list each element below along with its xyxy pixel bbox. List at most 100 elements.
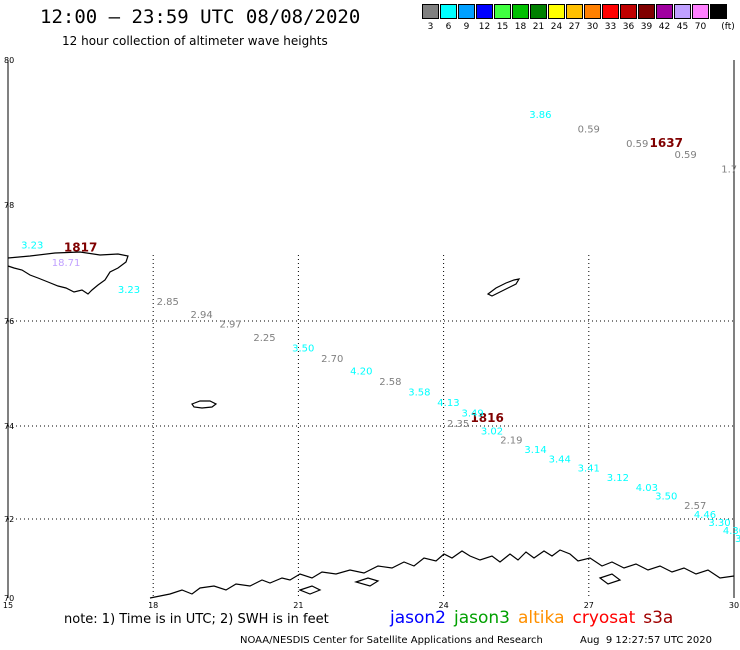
wave-height-value: 1.7 xyxy=(721,164,737,175)
satellite-cryosat: cryosat xyxy=(572,608,636,628)
scale-swatch xyxy=(620,4,637,19)
longitude-label: 24 xyxy=(439,601,449,610)
longitude-label: 21 xyxy=(293,601,303,610)
scale-swatch xyxy=(440,4,457,19)
scale-label: 21 xyxy=(532,22,545,32)
pass-time-label: 1637 xyxy=(650,136,683,150)
wave-height-value: 0.59 xyxy=(626,139,648,150)
map-subtitle: 12 hour collection of altimeter wave hei… xyxy=(62,34,328,48)
svalbard-coast xyxy=(7,251,129,295)
wave-height-value: 3.50 xyxy=(655,491,677,502)
scale-swatch xyxy=(512,4,529,19)
wave-height-value: 0.59 xyxy=(674,150,696,161)
wave-height-value: 2.85 xyxy=(157,297,179,308)
wave-height-value: 2.35 xyxy=(447,419,469,430)
bear-island-coast xyxy=(191,400,218,409)
wave-height-value: 2.70 xyxy=(321,354,343,365)
wave-height-value: 4.46 xyxy=(694,510,716,521)
wave-height-value: 4.30 xyxy=(723,526,740,537)
scale-swatch xyxy=(710,4,727,19)
longitude-label: 27 xyxy=(584,601,594,610)
wave-height-value: 3.12 xyxy=(607,473,629,484)
wave-height-value: 3.86 xyxy=(529,110,551,121)
map-title: 12:00 — 23:59 UTC 08/08/2020 xyxy=(40,6,361,28)
longitude-axis: 15 18 21 24 27 30 xyxy=(3,601,739,610)
wave-height-value: 2.94 xyxy=(190,310,212,321)
latitude-label: 72 xyxy=(4,515,14,524)
wave-height-value: 3.50 xyxy=(292,343,314,354)
hopen-island-coast xyxy=(486,278,521,297)
wave-height-value: 2.97 xyxy=(220,319,242,330)
norway-islands-3 xyxy=(598,573,622,585)
wave-height-value: 3.23 xyxy=(21,241,43,252)
scale-label: 3 xyxy=(427,22,434,32)
scale-unit: (ft) xyxy=(721,22,735,32)
longitude-label: 18 xyxy=(148,601,158,610)
pass-time-labels: 1637 1817 1816 xyxy=(64,136,683,425)
scale-swatch xyxy=(674,4,691,19)
coastlines xyxy=(7,251,735,599)
wave-height-value: 3.23 xyxy=(118,285,140,296)
scale-swatch xyxy=(530,4,547,19)
scale-label: 18 xyxy=(514,22,527,32)
scale-label: 30 xyxy=(586,22,599,32)
latitude-label: 74 xyxy=(4,422,14,431)
wave-height-value: 0.59 xyxy=(578,125,600,136)
scale-swatch xyxy=(692,4,709,19)
scale-label: 27 xyxy=(568,22,581,32)
scale-swatch xyxy=(602,4,619,19)
wave-height-value: 2.19 xyxy=(500,436,522,447)
wave-height-value: 3.44 xyxy=(549,454,571,465)
scale-label: 45 xyxy=(676,22,689,32)
scale-label: 24 xyxy=(550,22,563,32)
wave-height-value: 4.13 xyxy=(437,398,459,409)
scale-swatch xyxy=(656,4,673,19)
wave-height-value: 4.03 xyxy=(636,483,658,494)
latitude-label: 78 xyxy=(4,201,14,210)
scale-label: 42 xyxy=(658,22,671,32)
scale-swatch xyxy=(548,4,565,19)
wave-height-value: 2.57 xyxy=(684,501,706,512)
wave-height-value: 3.41 xyxy=(578,464,600,475)
wave-height-value: 2.25 xyxy=(253,333,275,344)
generated-timestamp: Aug 9 12:27:57 UTC 2020 xyxy=(580,635,712,646)
pass-time-label: 1816 xyxy=(470,411,503,425)
latitude-label: 80 xyxy=(4,56,14,65)
wave-height-value: 3.14 xyxy=(524,445,546,456)
scale-label: 9 xyxy=(463,22,470,32)
scale-swatch xyxy=(638,4,655,19)
norway-islands-2 xyxy=(298,585,322,595)
satellite-altika: altika xyxy=(518,608,565,628)
satellite-jason2: jason2 xyxy=(390,608,446,628)
wave-height-observations: 3.86 0.59 0.59 0.59 1.7 3.23 18.71 3.23 2.85 2.94… xyxy=(21,110,740,545)
latitude-axis: 80 78 76 74 72 70 xyxy=(4,56,14,603)
scale-label: 33 xyxy=(604,22,617,32)
graticule xyxy=(8,255,734,598)
scale-swatch xyxy=(494,4,511,19)
wave-height-value: 2.58 xyxy=(379,377,401,388)
wave-height-value: 3.30 xyxy=(708,518,730,529)
scale-swatch xyxy=(566,4,583,19)
satellite-jason3: jason3 xyxy=(454,608,510,628)
scale-label: 12 xyxy=(478,22,491,32)
footnote: note: 1) Time is in UTC; 2) SWH is in fe… xyxy=(64,612,329,627)
wave-height-value: 3.58 xyxy=(408,388,430,399)
satellite-s3a: s3a xyxy=(643,608,674,628)
wave-height-value: 18.71 xyxy=(52,258,81,269)
scale-label: 70 xyxy=(694,22,707,32)
wave-height-value: 4.20 xyxy=(350,367,372,378)
wave-height-value: 3.49 xyxy=(462,409,484,420)
latitude-label: 70 xyxy=(4,594,14,603)
latitude-label: 76 xyxy=(4,317,14,326)
scale-swatch xyxy=(476,4,493,19)
scale-label: 6 xyxy=(445,22,452,32)
scale-swatch xyxy=(584,4,601,19)
pass-time-label: 1817 xyxy=(64,240,97,254)
wave-height-value: 3.02 xyxy=(481,426,503,437)
norway-islands-1 xyxy=(353,577,380,587)
norway-coast xyxy=(149,549,735,599)
scale-label: 39 xyxy=(640,22,653,32)
satellite-legend: jason2 jason3 altika cryosat s3a xyxy=(390,608,681,628)
longitude-label: 15 xyxy=(3,601,13,610)
